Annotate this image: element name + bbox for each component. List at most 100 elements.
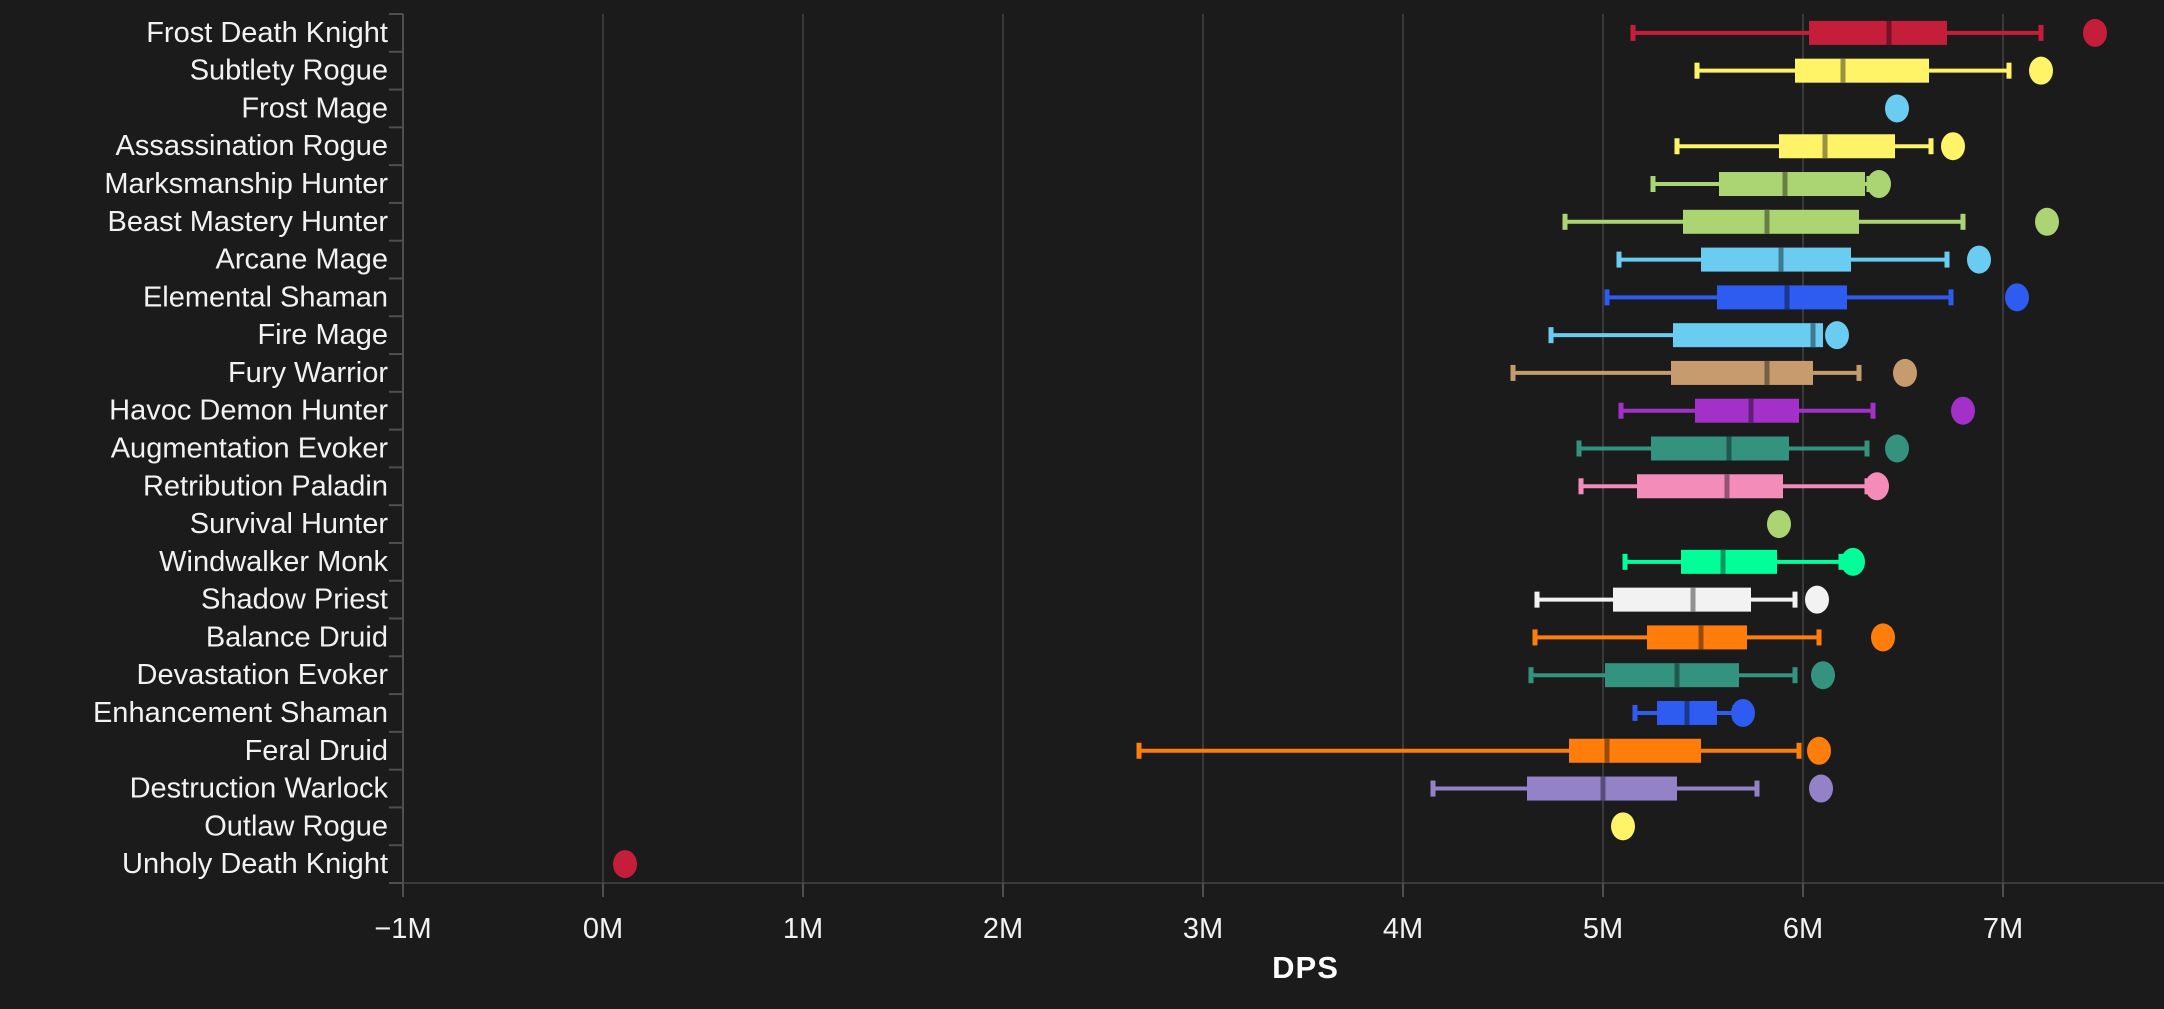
category-label-enhancement-shaman: Enhancement Shaman (93, 697, 388, 729)
outlier-dot (1805, 585, 1829, 614)
category-label-subtlety-rogue: Subtlety Rogue (190, 55, 388, 87)
series-survival-hunter: Survival Hunter (190, 508, 1791, 540)
whisker-cap-low (1604, 289, 1610, 306)
category-label-beast-mastery-hunter: Beast Mastery Hunter (108, 206, 389, 238)
box (1779, 134, 1895, 159)
whisker-cap-high (2006, 62, 2012, 79)
x-tick-label-3M: 3M (1183, 913, 1223, 945)
outlier-dot (1871, 623, 1895, 652)
whisker-cap-low (1650, 176, 1656, 193)
x-tick-label-6M: 6M (1783, 913, 1823, 945)
outlier-dot (1825, 321, 1849, 350)
median-line (1690, 587, 1696, 612)
whisker-cap-low (1674, 138, 1680, 155)
whisker-cap-low (1578, 478, 1584, 495)
outlier-dot (1767, 510, 1791, 539)
outlier-dot (1951, 396, 1975, 425)
whisker-cap-low (1630, 24, 1636, 41)
category-label-destruction-warlock: Destruction Warlock (130, 773, 389, 805)
box (1695, 398, 1799, 423)
series-unholy-death-knight: Unholy Death Knight (122, 848, 637, 880)
series-devastation-evoker: Devastation Evoker (137, 659, 1835, 691)
outlier-dot (1811, 661, 1835, 690)
category-label-unholy-death-knight: Unholy Death Knight (122, 848, 388, 880)
outlier-dot (613, 850, 637, 879)
whisker-cap-high (1754, 780, 1760, 797)
series-havoc-demon-hunter: Havoc Demon Hunter (109, 395, 1975, 427)
outlier-dot (1841, 547, 1865, 576)
outlier-dot (1809, 774, 1833, 803)
category-label-marksmanship-hunter: Marksmanship Hunter (104, 168, 388, 200)
series-destruction-warlock: Destruction Warlock (130, 773, 1833, 805)
whisker-cap-high (1948, 289, 1954, 306)
series-feral-druid: Feral Druid (245, 735, 1831, 767)
series-retribution-paladin: Retribution Paladin (143, 470, 1889, 502)
median-line (1778, 247, 1784, 272)
series-balance-druid: Balance Druid (206, 621, 1895, 653)
whisker-cap-low (1528, 667, 1534, 684)
whisker-cap-low (1136, 742, 1142, 759)
x-tick-label-5M: 5M (1583, 913, 1623, 945)
box (1719, 172, 1865, 197)
outlier-dot (2083, 18, 2107, 47)
whisker-cap-high (2038, 24, 2044, 41)
whisker-cap-low (1632, 704, 1638, 721)
whisker-cap-low (1694, 62, 1700, 79)
median-line (1810, 323, 1816, 348)
whisker-cap-high (1864, 440, 1870, 457)
category-label-fire-mage: Fire Mage (257, 319, 388, 351)
box (1647, 625, 1747, 650)
box (1809, 20, 1947, 45)
series-marksmanship-hunter: Marksmanship Hunter (104, 168, 1891, 200)
whisker-cap-low (1532, 629, 1538, 646)
series-fury-warrior: Fury Warrior (228, 357, 1917, 389)
series-frost-mage: Frost Mage (241, 92, 1909, 124)
box (1671, 360, 1813, 385)
outlier-dot (1885, 434, 1909, 463)
whisker-cap-high (1928, 138, 1934, 155)
x-tick-label-4M: 4M (1383, 913, 1423, 945)
median-line (1674, 663, 1680, 688)
box (1717, 285, 1847, 310)
median-line (1726, 436, 1732, 461)
outlier-dot (1731, 698, 1755, 727)
series-augmentation-evoker: Augmentation Evoker (111, 433, 1909, 465)
series-shadow-priest: Shadow Priest (201, 584, 1829, 616)
x-tick-label-−1M: −1M (374, 913, 431, 945)
series-windwalker-monk: Windwalker Monk (159, 546, 1865, 578)
x-axis-title: DPS (1272, 950, 1339, 985)
category-label-elemental-shaman: Elemental Shaman (143, 281, 388, 313)
box (1683, 209, 1859, 234)
box (1605, 663, 1739, 688)
box (1613, 587, 1751, 612)
whisker-cap-low (1562, 213, 1568, 230)
series-arcane-mage: Arcane Mage (216, 244, 1991, 276)
median-line (1600, 776, 1606, 801)
box (1673, 323, 1823, 348)
whisker-cap-high (1816, 629, 1822, 646)
whisker-cap-high (1870, 402, 1876, 419)
whisker-cap-low (1534, 591, 1540, 608)
category-label-frost-death-knight: Frost Death Knight (146, 17, 388, 49)
series-subtlety-rogue: Subtlety Rogue (190, 55, 2053, 87)
category-label-havoc-demon-hunter: Havoc Demon Hunter (109, 395, 388, 427)
category-label-fury-warrior: Fury Warrior (228, 357, 388, 389)
median-line (1748, 398, 1754, 423)
median-line (1604, 738, 1610, 763)
series-assassination-rogue: Assassination Rogue (116, 130, 1965, 162)
median-line (1764, 360, 1770, 385)
whisker-cap-low (1510, 364, 1516, 381)
series-elemental-shaman: Elemental Shaman (143, 281, 2029, 313)
x-tick-label-1M: 1M (783, 913, 823, 945)
median-line (1764, 209, 1770, 234)
median-line (1724, 474, 1730, 499)
outlier-dot (1807, 736, 1831, 765)
category-label-windwalker-monk: Windwalker Monk (159, 546, 388, 578)
whisker-cap-low (1430, 780, 1436, 797)
whisker-cap-high (1792, 591, 1798, 608)
box (1701, 247, 1851, 272)
whisker-cap-low (1576, 440, 1582, 457)
x-tick-label-0M: 0M (583, 913, 623, 945)
